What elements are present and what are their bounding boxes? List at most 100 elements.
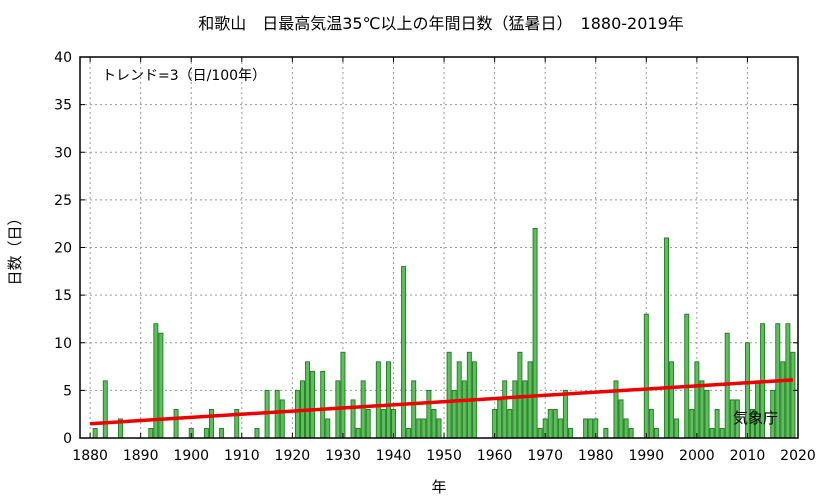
y-tick-label: 5 (63, 383, 72, 399)
y-tick-label: 35 (54, 98, 72, 114)
bar-2002 (704, 389, 710, 439)
chart-title: 和歌山 日最高気温35℃以上の年間日数（猛暑日） 1880-2019年 (198, 14, 684, 33)
bar-1945 (416, 418, 422, 439)
x-tick-label: 1900 (173, 448, 209, 464)
x-tick-label: 1930 (325, 448, 361, 464)
bar-1974 (562, 389, 568, 439)
bar-1947 (426, 389, 432, 439)
bar-1999 (689, 408, 695, 439)
bar-1996 (674, 418, 680, 439)
x-tick-label: 2020 (780, 448, 816, 464)
bar-1913 (254, 428, 260, 439)
bar-1904 (208, 408, 214, 439)
trend-line (90, 378, 794, 426)
x-tick-label: 1910 (224, 448, 260, 464)
bar-2003 (709, 428, 715, 439)
x-tick-label: 1890 (123, 448, 159, 464)
bar-1949 (436, 418, 442, 439)
y-axis-ticks: 0 5 10 15 20 25 30 35 40 (54, 50, 798, 447)
bar-1951 (446, 351, 452, 439)
bar-2001 (699, 380, 705, 439)
watermark-jma: 気象庁 (733, 409, 778, 427)
bar-1985 (618, 399, 624, 439)
bar-1934 (360, 380, 366, 439)
x-tick-label: 1950 (426, 448, 462, 464)
bar-1944 (411, 380, 417, 439)
bar-2005 (719, 428, 725, 439)
bar-2000 (694, 361, 700, 439)
x-tick-label: 1970 (527, 448, 563, 464)
bar-1975 (567, 428, 573, 439)
y-tick-label: 25 (54, 193, 72, 209)
bar-1926 (320, 370, 326, 439)
x-tick-label: 1940 (376, 448, 412, 464)
bar-1927 (325, 418, 331, 439)
bar-1946 (421, 418, 427, 439)
bar-1903 (203, 428, 209, 439)
bar-1938 (380, 408, 386, 439)
x-tick-label: 2010 (730, 448, 766, 464)
bar-1897 (173, 408, 179, 439)
trend-annotation: トレンド=3（日/100年） (102, 68, 266, 84)
bar-1971 (547, 408, 553, 439)
bar-1982 (603, 428, 609, 439)
x-tick-label: 1980 (578, 448, 614, 464)
bar-1990 (643, 313, 649, 439)
trend-group (90, 378, 794, 426)
bar-1995 (669, 361, 675, 439)
bar-1998 (684, 313, 690, 439)
bar-1987 (628, 428, 634, 439)
grid (80, 57, 798, 438)
bar-1979 (588, 418, 594, 439)
y-tick-label: 0 (63, 431, 72, 447)
bar-1937 (375, 361, 381, 439)
bar-1933 (355, 428, 361, 439)
bar-1955 (466, 351, 472, 439)
y-tick-label: 20 (54, 241, 72, 257)
bar-1962 (502, 380, 508, 439)
bar-1969 (537, 428, 543, 439)
x-axis-ticks: 1880 1890 1900 1910 1920 1930 1940 1950 1960 1970… (72, 57, 816, 464)
bar-2004 (714, 408, 720, 439)
bar-1967 (527, 361, 533, 439)
x-tick-label: 2000 (679, 448, 715, 464)
bar-1963 (507, 408, 513, 439)
bar-1892 (148, 428, 154, 439)
bar-1930 (340, 351, 346, 439)
bar-2019 (790, 351, 796, 439)
bar-1954 (461, 380, 467, 439)
bar-1966 (522, 380, 528, 439)
bar-1881 (92, 428, 98, 439)
bar-1942 (401, 266, 407, 439)
bar-1961 (497, 399, 503, 439)
bar-1939 (385, 361, 391, 439)
bar-1978 (583, 418, 589, 439)
x-axis-label: 年 (431, 478, 446, 496)
bar-1935 (365, 408, 371, 439)
bar-1994 (664, 237, 670, 439)
bar-1923 (305, 361, 311, 439)
y-axis-label: 日数（日） (6, 210, 24, 285)
bar-1894 (158, 332, 164, 439)
bar-1972 (552, 408, 558, 439)
x-tick-label: 1920 (275, 448, 311, 464)
y-tick-label: 30 (54, 145, 72, 161)
bar-1918 (279, 399, 285, 439)
bar-1948 (431, 408, 437, 439)
bar-2017 (780, 361, 786, 439)
bar-1968 (532, 227, 538, 439)
bar-1924 (310, 370, 316, 439)
bar-1973 (557, 418, 563, 439)
y-tick-label: 10 (54, 336, 72, 352)
x-tick-label: 1880 (72, 448, 108, 464)
bar-1883 (102, 380, 108, 439)
y-tick-label: 40 (54, 50, 72, 66)
bar-1943 (406, 428, 412, 439)
bar-1992 (653, 428, 659, 439)
bar-1964 (512, 380, 518, 439)
bar-1991 (648, 408, 654, 439)
bar-1921 (294, 389, 300, 439)
x-tick-label: 1990 (628, 448, 664, 464)
bar-1906 (219, 428, 225, 439)
